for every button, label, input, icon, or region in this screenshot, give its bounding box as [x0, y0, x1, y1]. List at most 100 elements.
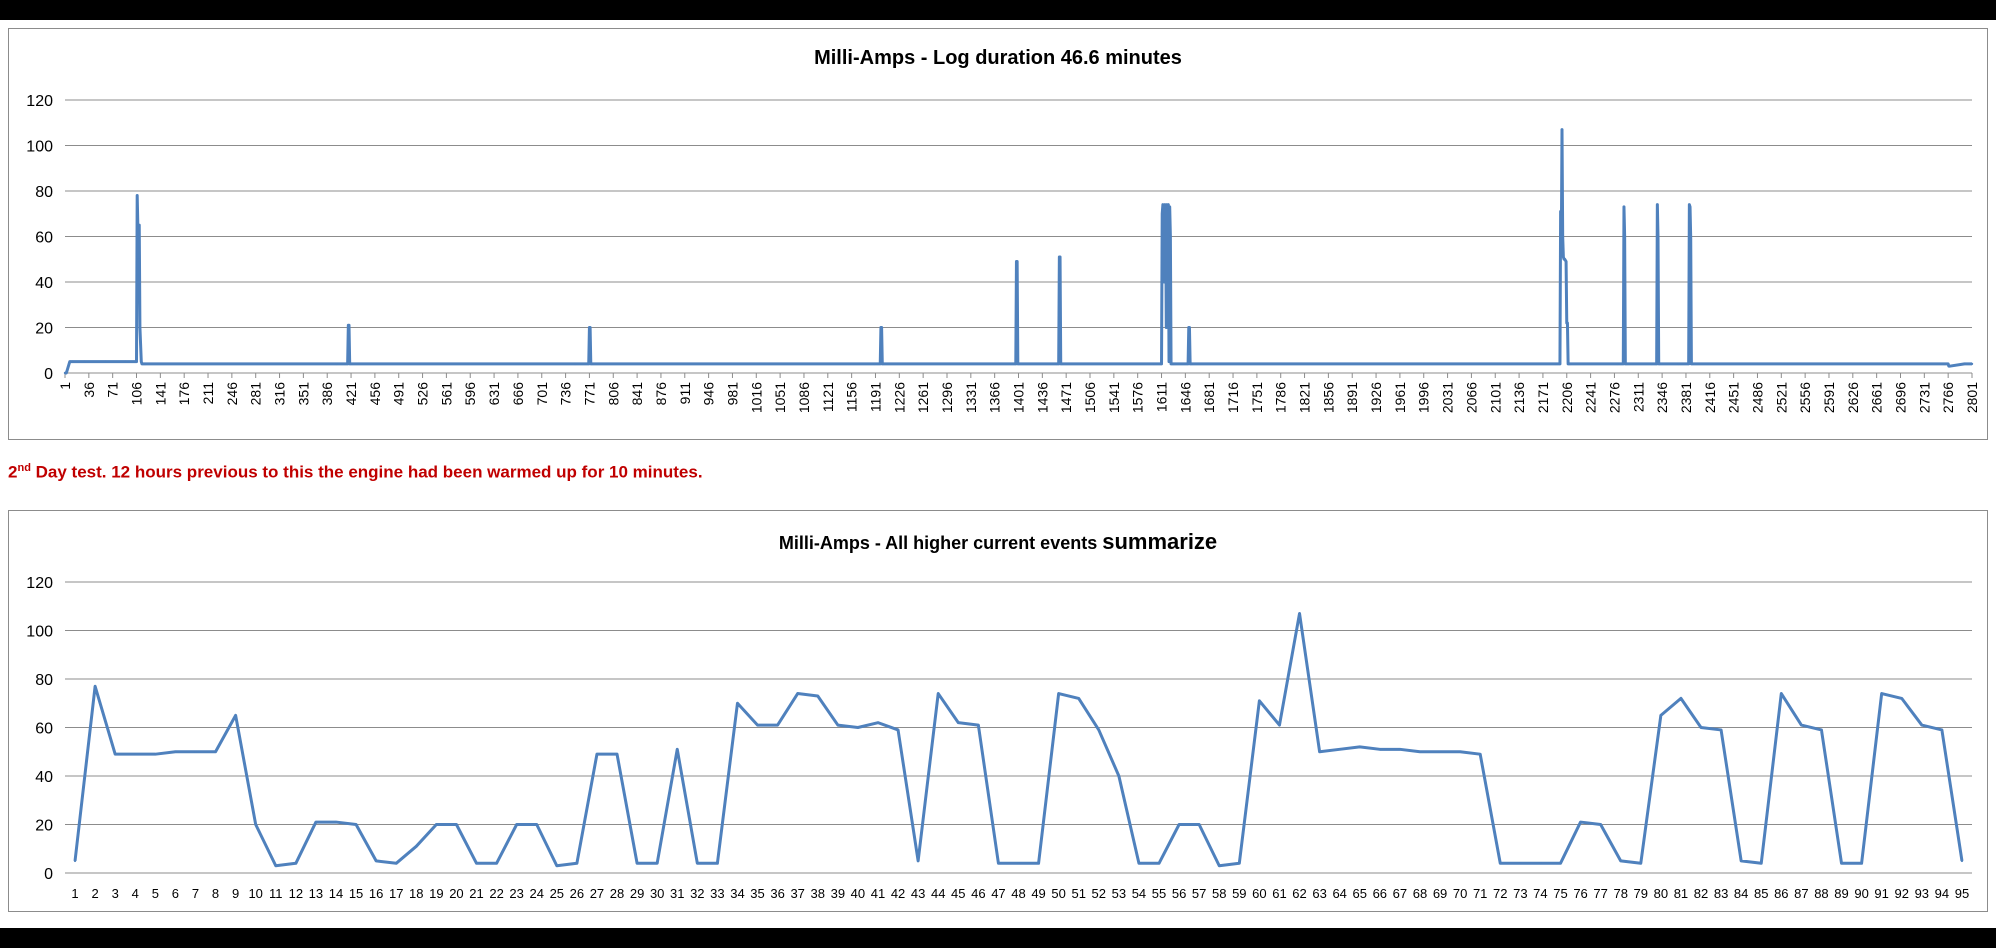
chart-log-duration-title: Milli-Amps - Log duration 46.6 minutes — [814, 47, 1182, 69]
chart2-x-tick-label: 72 — [1493, 886, 1507, 901]
chart2-x-tick-label: 56 — [1172, 886, 1186, 901]
chart2-data-point — [1539, 862, 1542, 865]
chart2-x-tick-label: 5 — [152, 886, 159, 901]
chart1-y-tick-label: 100 — [26, 139, 53, 156]
chart2-x-tick-label: 62 — [1292, 886, 1306, 901]
chart2-x-tick-label: 61 — [1272, 886, 1286, 901]
chart2-data-point — [736, 702, 739, 705]
chart1-data-point — [1055, 362, 1058, 366]
chart2-x-tick-label: 65 — [1353, 886, 1367, 901]
chart1-data-point — [1188, 326, 1191, 329]
chart2-data-point — [1017, 862, 1020, 865]
chart1-x-tick-label: 2731 — [1916, 382, 1932, 413]
chart2-x-tick-label: 82 — [1694, 886, 1708, 901]
chart2-x-tick-label: 75 — [1553, 886, 1567, 901]
chart2-x-tick-label: 95 — [1955, 886, 1969, 901]
chart1-x-tick-label: 1891 — [1344, 382, 1360, 413]
chart1-x-tick-label: 421 — [343, 382, 359, 406]
chart1-data-point — [1566, 321, 1569, 325]
chart2-data-point — [1298, 612, 1301, 615]
chart2-x-tick-label: 43 — [911, 886, 925, 901]
chart1-x-tick-label: 1401 — [1011, 382, 1027, 413]
chart2-data-point — [1880, 692, 1883, 695]
chart2-x-tick-label: 92 — [1895, 886, 1909, 901]
chart2-x-tick-label: 36 — [770, 886, 784, 901]
chart1-x-tick-label: 1471 — [1058, 382, 1074, 413]
chart2-x-tick-label: 44 — [931, 886, 945, 901]
test-note-ordinal: nd — [17, 462, 31, 474]
chart2-data-point — [274, 864, 277, 867]
chart1-data-point — [1563, 258, 1566, 261]
chart2-data-point — [575, 862, 579, 865]
chart2-data-point — [555, 864, 559, 867]
chart1-x-tick-label: 736 — [558, 382, 574, 406]
chart1-data-point — [1963, 362, 1966, 366]
chart2-x-tick-label: 14 — [329, 886, 343, 901]
chart1-data-point — [1186, 362, 1190, 366]
chart2-x-tick-label: 21 — [469, 886, 483, 901]
chart1-x-tick-label: 386 — [319, 382, 335, 406]
chart1-x-tick-label: 2521 — [1773, 382, 1789, 413]
chart1-data-point — [1561, 235, 1564, 238]
chart1-x-tick-label: 1051 — [772, 382, 788, 413]
chart1-data-point — [1946, 362, 1950, 366]
chart2-x-tick-label: 2 — [91, 886, 98, 901]
chart1-x-tick-label: 2801 — [1964, 382, 1980, 413]
chart1-data-point — [1560, 128, 1564, 131]
chart2-data-point — [475, 862, 478, 865]
chart1-data-point — [1560, 246, 1563, 250]
chart2-data-point — [214, 750, 217, 753]
chart2-x-tick-label: 89 — [1834, 886, 1848, 901]
chart2-x-tick-label: 16 — [369, 886, 383, 901]
chart1-x-tick-label: 141 — [152, 382, 168, 406]
chart1-data-point — [1622, 205, 1626, 209]
chart1-data-point — [1162, 208, 1165, 211]
chart2-x-tick-label: 17 — [389, 886, 403, 901]
chart1-data-point — [1687, 362, 1690, 366]
chart2-data-point — [254, 823, 257, 826]
chart2-x-tick-label: 39 — [831, 886, 845, 901]
chart2-x-tick-label: 15 — [349, 886, 363, 901]
chart1-x-tick-label: 2766 — [1940, 382, 1956, 413]
chart1-x-tick-label: 106 — [129, 382, 145, 406]
chart1-data-point — [1658, 362, 1661, 366]
chart1-data-point — [1167, 203, 1170, 206]
chart2-data-point — [374, 859, 378, 863]
chart2-data-point — [1739, 859, 1743, 863]
chart2-data-point — [716, 862, 719, 865]
chart2-series-line — [73, 612, 1964, 868]
chart2-x-tick-label: 42 — [891, 886, 905, 901]
chart2-x-tick-label: 10 — [248, 886, 262, 901]
chart2-data-point — [1559, 862, 1562, 865]
chart2-x-tick-label: 68 — [1413, 886, 1427, 901]
chart2-data-point — [1478, 752, 1482, 756]
chart1-x-tick-label: 2591 — [1821, 382, 1837, 413]
chart2-data-point — [696, 862, 699, 865]
chart2-data-point — [1218, 864, 1221, 867]
chart2-data-point — [515, 823, 518, 826]
chart2-x-tick-label: 94 — [1935, 886, 1949, 901]
chart2-y-tick-label: 100 — [26, 624, 53, 641]
chart2-x-tick-label: 29 — [630, 886, 644, 901]
chart1-x-tick-label: 2066 — [1463, 382, 1479, 413]
chart2-x-tick-label: 27 — [590, 886, 604, 901]
chart1-data-point — [1190, 362, 1193, 366]
chart2-x-tick-label: 83 — [1714, 886, 1728, 901]
chart2-data-point — [1860, 862, 1863, 865]
chart2-data-point — [1197, 823, 1201, 826]
chart1-x-tick-label: 456 — [367, 382, 383, 406]
chart1-data-point — [1166, 208, 1169, 211]
chart2-x-tick-label: 76 — [1573, 886, 1587, 901]
chart1-data-point — [1568, 362, 1572, 366]
chart1-x-tick-label: 351 — [295, 382, 311, 406]
chart1-x-tick-label: 2661 — [1869, 382, 1885, 413]
chart1-data-point — [347, 324, 351, 327]
chart1-x-tick-label: 1856 — [1320, 382, 1336, 413]
chart1-data-point — [1622, 362, 1625, 366]
chart1-data-point — [1057, 362, 1060, 366]
chart2-y-tick-label: 120 — [26, 575, 53, 592]
chart2-data-point — [1760, 862, 1763, 865]
chart1-data-point — [103, 360, 107, 363]
chart2-x-tick-label: 38 — [811, 886, 825, 901]
